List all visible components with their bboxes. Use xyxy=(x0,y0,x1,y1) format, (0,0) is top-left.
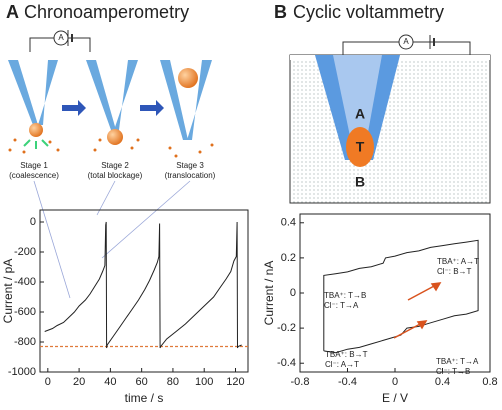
y-tick-label: -600 xyxy=(14,306,36,318)
y-tick-label: -400 xyxy=(14,276,36,288)
region-label: A xyxy=(355,106,365,122)
y-tick-label: 0.4 xyxy=(281,217,296,229)
stage-label: Stage 1 xyxy=(20,161,48,170)
stage-note: (coalescence) xyxy=(9,171,59,180)
stage-pointers xyxy=(33,180,191,299)
annotation: Cl⁻: T→B xyxy=(436,367,470,376)
x-tick-label: 60 xyxy=(136,376,148,388)
x-tick-label: -0.4 xyxy=(338,376,357,388)
x-axis-label: E / V xyxy=(382,391,408,405)
meter-label: A xyxy=(58,33,64,42)
y-tick-label: 0 xyxy=(30,216,36,228)
panel-title: Chronoamperometry xyxy=(24,2,189,22)
plot-frame xyxy=(39,209,249,373)
panel-title: Cyclic voltammetry xyxy=(293,2,444,22)
annotation: TBA⁺: A→T xyxy=(437,257,479,266)
x-tick-label: 0 xyxy=(45,376,51,388)
charts: 0 20 40 60 80 100 120 -1000 -800 -600 -400 -200 0 tim… xyxy=(1,209,498,405)
annotation: TBA⁺: T→B xyxy=(324,291,366,300)
x-tick-label: -0.8 xyxy=(291,376,310,388)
y-axis-label: Current / pA xyxy=(1,259,15,324)
y-axis-label: Current / nA xyxy=(262,261,276,326)
cv-illustration xyxy=(289,34,491,204)
x-tick-label: 120 xyxy=(226,376,244,388)
meter-label: A xyxy=(403,37,409,46)
x-tick-label: 100 xyxy=(195,376,213,388)
annotation: Cl⁻: A→T xyxy=(325,360,359,369)
ca-illustration xyxy=(8,30,214,158)
cv-arrows xyxy=(393,282,442,339)
y-tick-label: 0.2 xyxy=(281,252,296,264)
panel-letter: A xyxy=(6,2,19,22)
x-tick-label: 0.8 xyxy=(482,376,497,388)
annotation: TBA⁺: B→T xyxy=(325,350,368,359)
y-tick-label: -0.4 xyxy=(277,357,296,369)
y-tick-label: 0 xyxy=(290,287,296,299)
x-tick-label: 0.4 xyxy=(435,376,450,388)
panel-letter: B xyxy=(274,2,287,22)
region-label: B xyxy=(355,174,365,190)
x-axis-label: time / s xyxy=(125,391,164,405)
annotation: Cl⁻: B→T xyxy=(437,267,472,276)
stage-note: (total blockage) xyxy=(88,171,143,180)
annotation: Cl⁻: T→A xyxy=(324,301,359,310)
data-line xyxy=(323,239,479,354)
x-tick-label: 0 xyxy=(392,376,398,388)
annotation: TBA⁺: T→A xyxy=(436,357,479,366)
y-tick-label: -800 xyxy=(14,336,36,348)
data-line xyxy=(44,221,242,349)
x-tick-label: 40 xyxy=(104,376,116,388)
y-tick-label: -0.2 xyxy=(277,322,296,334)
stage-label: Stage 3 xyxy=(176,161,204,170)
x-tick-label: 20 xyxy=(73,376,85,388)
x-tick-label: 80 xyxy=(167,376,179,388)
y-tick-label: -1000 xyxy=(8,366,36,378)
stage-note: (translocation) xyxy=(165,171,216,180)
region-label: T xyxy=(356,139,365,155)
y-tick-label: -200 xyxy=(14,246,36,258)
stage-label: Stage 2 xyxy=(101,161,129,170)
